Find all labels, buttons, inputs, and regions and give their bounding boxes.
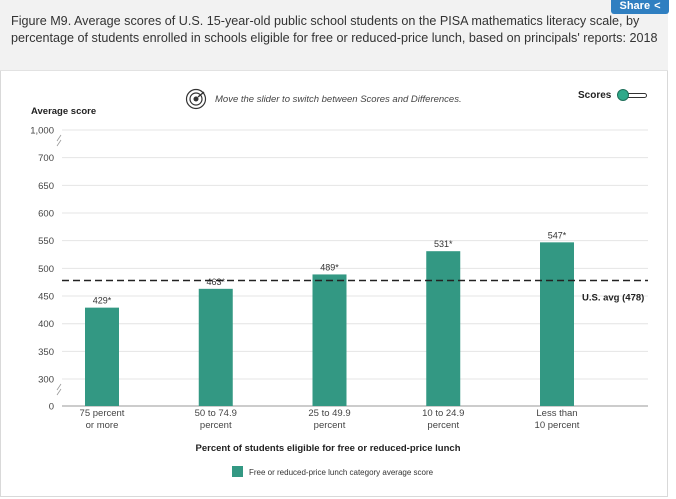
bar[interactable] [426,251,461,406]
figure-title: Figure M9. Average scores of U.S. 15-yea… [11,14,658,45]
x-tick-label: or more [86,420,119,431]
slide-gesture-icon [185,88,207,110]
x-tick-label: percent [314,420,346,431]
toggle-switch[interactable] [617,89,648,101]
legend-label: Free or reduced-price lunch category ave… [249,468,434,477]
y-tick-label: 0 [49,402,54,413]
x-tick-label: 10 to 24.9 [422,408,464,419]
share-icon: < [654,0,661,12]
x-tick-label: percent [200,420,232,431]
share-label: Share [619,0,651,12]
y-tick-label: 700 [38,153,54,164]
scores-toggle[interactable]: Scores [578,89,648,101]
bar-value-label: 547* [548,230,567,240]
x-tick-label: 50 to 74.9 [195,408,237,419]
x-tick-label: Less than [536,408,577,419]
y-tick-label: 500 [38,264,54,275]
us-average-label: U.S. avg (478) [582,293,644,304]
y-tick-label: 550 [38,236,54,247]
y-tick-label: 450 [38,292,54,303]
x-tick-label: percent [427,420,459,431]
y-tick-label: 400 [38,319,54,330]
bar[interactable] [312,274,347,406]
bar-value-label: 489* [320,262,339,272]
y-axis-label: Average score [31,106,96,117]
slider-instruction: Move the slider to switch between Scores… [185,88,462,110]
bar[interactable] [85,307,119,406]
x-tick-label: 10 percent [535,420,580,431]
y-tick-label: 350 [38,347,54,358]
y-tick-label: 1,000 [30,126,54,137]
bar-value-label: 463* [206,277,225,287]
x-axis-label: Percent of students eligible for free or… [196,443,461,454]
share-button[interactable]: Share < [611,0,669,14]
legend-swatch [232,466,243,477]
bar[interactable] [198,288,233,406]
axis-break-bottom [56,383,62,396]
y-tick-label: 300 [38,375,54,386]
bar-value-label: 531* [434,239,453,249]
instruction-text: Move the slider to switch between Scores… [215,93,462,105]
toggle-knob[interactable] [617,89,630,101]
axis-break-top [56,134,62,147]
x-tick-label: 75 percent [80,408,125,419]
x-tick-label: 25 to 49.9 [308,408,350,419]
toggle-label: Scores [578,89,612,101]
y-tick-label: 650 [38,181,54,192]
y-tick-label: 600 [38,209,54,220]
title-box: Figure M9. Average scores of U.S. 15-yea… [0,0,668,71]
bar[interactable] [540,242,574,406]
bar-value-label: 429* [93,296,112,306]
